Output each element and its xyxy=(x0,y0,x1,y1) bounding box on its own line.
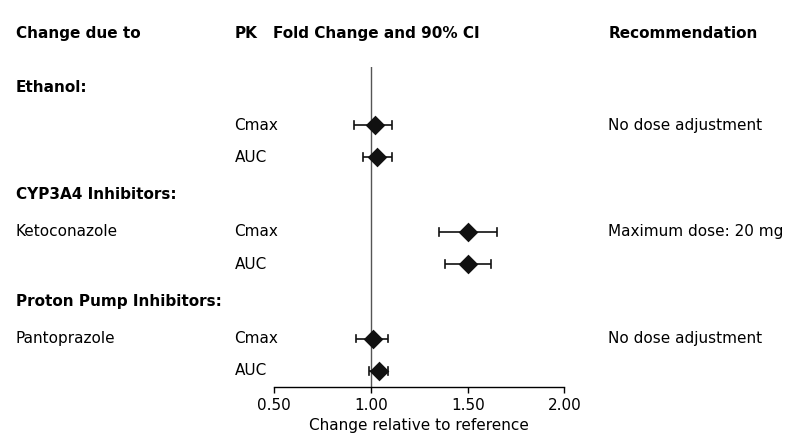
Text: No dose adjustment: No dose adjustment xyxy=(608,331,762,346)
Text: Maximum dose: 20 mg: Maximum dose: 20 mg xyxy=(608,224,784,239)
Text: Change due to: Change due to xyxy=(16,26,141,41)
Text: No dose adjustment: No dose adjustment xyxy=(608,117,762,133)
Text: Fold Change and 90% CI: Fold Change and 90% CI xyxy=(273,26,479,41)
Point xyxy=(461,261,474,268)
Text: Ketoconazole: Ketoconazole xyxy=(16,224,118,239)
Text: CYP3A4 Inhibitors:: CYP3A4 Inhibitors: xyxy=(16,187,176,202)
Text: Cmax: Cmax xyxy=(235,117,278,133)
Text: Pantoprazole: Pantoprazole xyxy=(16,331,115,346)
X-axis label: Change relative to reference: Change relative to reference xyxy=(309,418,529,433)
Text: PK: PK xyxy=(235,26,258,41)
Text: Cmax: Cmax xyxy=(235,224,278,239)
Text: AUC: AUC xyxy=(235,257,267,271)
Point xyxy=(370,154,383,161)
Text: AUC: AUC xyxy=(235,364,267,378)
Text: Recommendation: Recommendation xyxy=(608,26,758,41)
Text: Cmax: Cmax xyxy=(235,331,278,346)
Text: AUC: AUC xyxy=(235,150,267,165)
Point xyxy=(372,368,385,375)
Text: Proton Pump Inhibitors:: Proton Pump Inhibitors: xyxy=(16,294,222,309)
Point xyxy=(461,228,474,235)
Text: Ethanol:: Ethanol: xyxy=(16,80,87,95)
Point xyxy=(369,121,382,129)
Point xyxy=(366,335,379,342)
